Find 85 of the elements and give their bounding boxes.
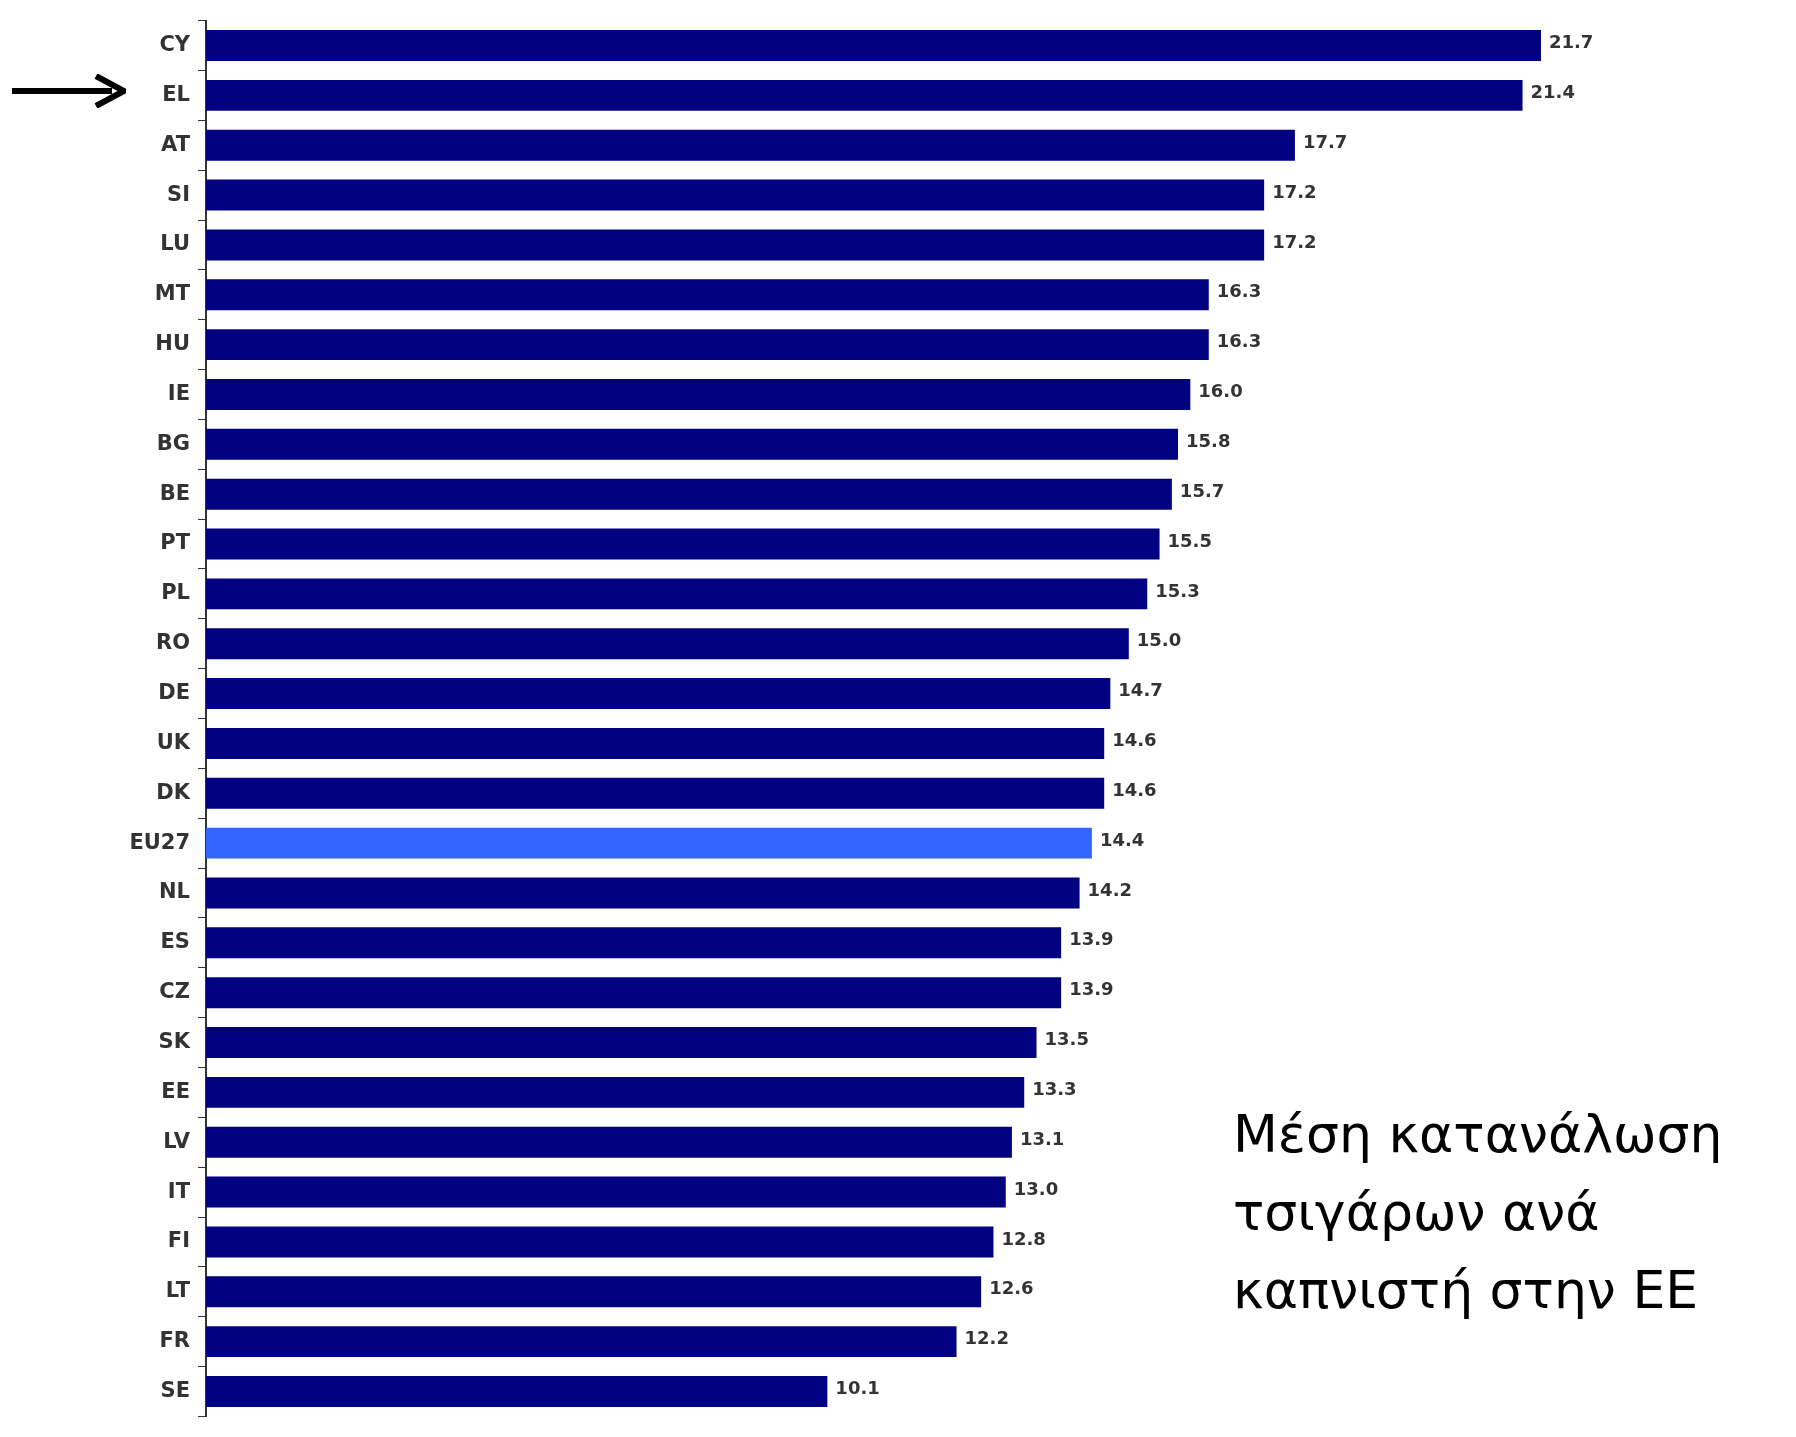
- y-tick-label: PT: [160, 530, 191, 555]
- data-label: 10.1: [835, 1377, 880, 1399]
- bar: [206, 977, 1062, 1009]
- bar: [206, 678, 1111, 710]
- data-label: 15.7: [1179, 479, 1225, 501]
- data-label: 14.6: [1112, 778, 1157, 800]
- y-tick-label: IE: [167, 380, 190, 405]
- y-tick-label: SI: [167, 181, 190, 206]
- bar: [206, 877, 1080, 909]
- bar: [206, 1027, 1037, 1058]
- y-tick-label: CZ: [159, 979, 190, 1004]
- y-tick-label: DE: [158, 680, 190, 705]
- y-tick-label: FR: [159, 1328, 190, 1353]
- data-label: 15.0: [1136, 629, 1182, 651]
- bar: [206, 1226, 994, 1258]
- y-tick-label: LT: [165, 1278, 191, 1303]
- annotation: Μέση κατανάλωση τσιγάρων ανά καπνιστή στην ΕΕ: [1233, 1103, 1724, 1322]
- data-label: 15.3: [1155, 579, 1200, 601]
- bar: [206, 478, 1172, 510]
- data-label: 16.0: [1198, 380, 1243, 402]
- y-tick-label: ES: [160, 929, 190, 954]
- data-label: 17.7: [1302, 130, 1348, 152]
- bar: [206, 79, 1523, 111]
- bar: [206, 279, 1209, 311]
- data-label: 13.0: [1013, 1177, 1059, 1199]
- bar: [206, 528, 1160, 560]
- bar: [206, 30, 1541, 61]
- data-label: 13.1: [1019, 1127, 1065, 1149]
- data-label: 14.6: [1112, 729, 1157, 751]
- data-label: 17.2: [1272, 230, 1317, 252]
- bar: [206, 379, 1191, 410]
- bar: [206, 1376, 828, 1407]
- bar: [206, 229, 1265, 261]
- y-tick-label: MT: [154, 281, 191, 306]
- bar: [206, 628, 1129, 660]
- y-tick-label: SK: [158, 1028, 191, 1053]
- y-tick-label: BG: [156, 430, 190, 455]
- bar: [206, 777, 1105, 809]
- y-tick-label: DK: [156, 779, 191, 804]
- y-tick-label: RO: [155, 630, 190, 655]
- bar: [206, 1326, 957, 1358]
- data-label: 21.4: [1530, 81, 1575, 103]
- bar: [206, 1176, 1006, 1208]
- y-tick-label: AT: [161, 131, 191, 156]
- bar: [206, 927, 1062, 959]
- data-label: 14.7: [1118, 679, 1163, 701]
- bar: [206, 1076, 1025, 1108]
- y-tick-label: NL: [159, 879, 190, 904]
- data-label: 14.2: [1087, 878, 1133, 900]
- y-tick-label: HU: [155, 331, 190, 356]
- bar: [206, 129, 1295, 161]
- y-tick-label: EU27: [129, 829, 190, 854]
- y-tick-label: FI: [167, 1228, 190, 1253]
- bar: [206, 827, 1092, 859]
- data-label: 16.3: [1216, 330, 1262, 352]
- data-label: 12.2: [964, 1327, 1009, 1349]
- bar: [206, 428, 1179, 460]
- y-tick-label: IT: [167, 1178, 191, 1203]
- bar: [206, 329, 1209, 361]
- y-tick-label: EL: [162, 81, 190, 106]
- bar: [206, 727, 1105, 759]
- data-label: 13.9: [1069, 928, 1114, 950]
- y-tick-label: UK: [156, 729, 191, 754]
- y-tick-label: BE: [159, 480, 190, 505]
- bar: [206, 1126, 1012, 1158]
- data-label: 12.8: [1001, 1227, 1046, 1249]
- bar: [206, 179, 1265, 211]
- bar: [206, 1276, 982, 1308]
- y-tick-label: CY: [159, 31, 191, 56]
- data-label: 15.8: [1186, 430, 1231, 451]
- data-label: 12.6: [989, 1277, 1034, 1299]
- data-label: 16.3: [1216, 280, 1262, 302]
- data-label: 21.7: [1548, 31, 1594, 53]
- data-label: 14.4: [1099, 828, 1145, 850]
- bar: [206, 578, 1148, 610]
- y-tick-label: LV: [163, 1128, 191, 1153]
- data-label: 13.3: [1032, 1078, 1077, 1100]
- data-label: 15.5: [1167, 529, 1212, 551]
- y-tick-label: PL: [161, 580, 190, 605]
- data-label: 13.9: [1069, 978, 1114, 1000]
- y-tick-label: LU: [160, 231, 190, 256]
- data-label: 17.2: [1272, 180, 1317, 202]
- y-tick-label: EE: [161, 1078, 190, 1103]
- y-tick-label: SE: [160, 1377, 190, 1402]
- data-label: 13.5: [1044, 1028, 1089, 1050]
